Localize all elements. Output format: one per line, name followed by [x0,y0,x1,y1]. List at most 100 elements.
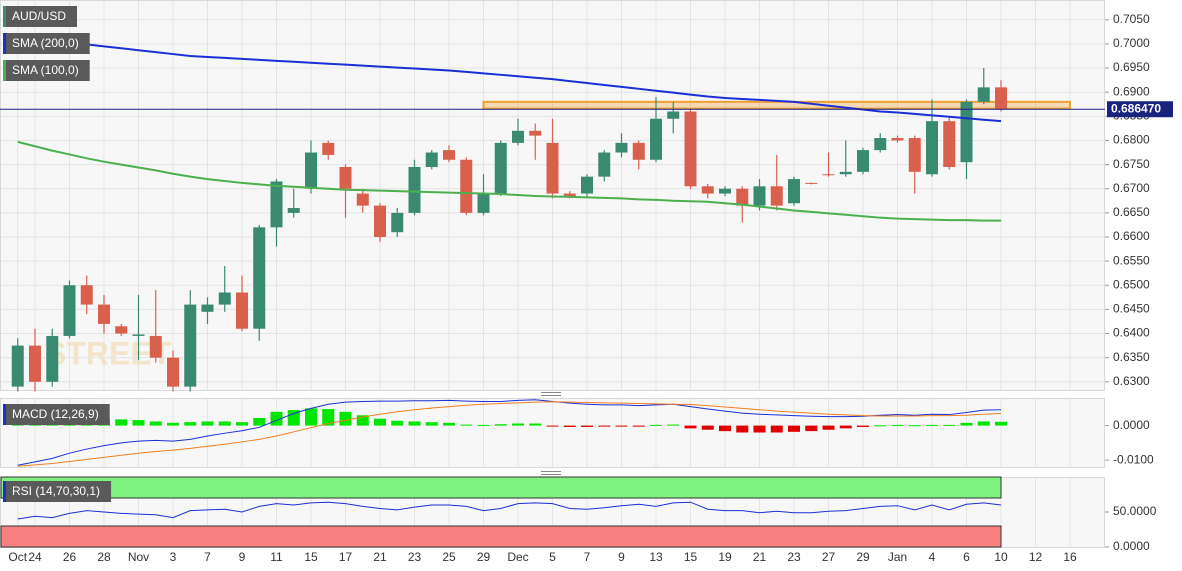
macd-bar [701,425,714,430]
macd-bar [581,425,593,427]
resistance-zone [482,100,1071,110]
macd-bar [443,422,455,426]
candle-body [719,188,731,194]
x-tick-label: 15 [684,550,698,564]
macd-bar [822,425,835,430]
rsi-lower-band [0,525,1002,548]
macd-bar [218,421,231,426]
candle-body [63,285,76,336]
macd-bar [667,424,680,426]
macd-bar [805,425,818,432]
macd-bar [684,425,697,429]
candle-body [374,205,386,237]
y-tick-label: 0.6400 [1113,326,1150,340]
x-tick-label: Oct [8,550,27,564]
y-tick-label: 0.6750 [1113,157,1150,171]
y-tick-label: 0.6350 [1113,350,1150,364]
candle-body [132,334,145,336]
x-tick-label: 4 [929,550,936,564]
macd-line [17,401,1002,467]
candle-body [80,285,93,305]
x-tick-label: 7 [204,550,211,564]
pane-handle[interactable] [541,392,561,396]
candle-body [184,304,197,387]
current-price-box [1107,101,1173,118]
legend-label: MACD (12,26,9) [12,407,99,421]
candle-body [770,186,783,206]
candle-body [788,179,800,204]
x-tick-label: 11 [270,550,283,564]
candle-body [29,345,41,382]
y-tick-label: 0.7050 [1113,12,1150,26]
candle-body [339,167,352,189]
y-tick-label: 0.6300 [1113,374,1150,388]
macd-bar [322,409,335,426]
x-tick-label: 21 [373,550,387,564]
macd-bar [839,425,852,429]
macd-bar [943,424,956,426]
x-tick-label: 9 [618,550,625,564]
candle-body [408,167,421,213]
candle-body [460,159,473,213]
candle-body [218,292,231,305]
x-tick-label: 13 [649,550,663,564]
y-tick-label: 0.6950 [1113,60,1150,74]
candle-body [563,193,576,196]
x-tick-label: 16 [1063,550,1077,564]
candle-body [167,357,179,387]
legend-item: AUD/USD [3,6,78,27]
macd-bar [736,425,749,433]
macd-bar [287,410,300,426]
macd-bar [874,425,887,427]
y-tick-label: 0.6550 [1113,253,1150,267]
legend-box [3,6,78,27]
x-tick-label: 23 [408,550,422,564]
macd-bar [615,425,628,427]
legend-box [3,33,90,54]
x-tick-label: 10 [994,550,1008,564]
x-tick-label: 25 [442,550,456,564]
candle-body [149,335,162,358]
x-tick-label: 28 [97,550,111,564]
macd-bar [995,421,1007,426]
candle-body [839,171,852,175]
macd-bar [788,425,800,432]
candle-body [512,130,524,143]
legend-label: SMA (200,0) [12,36,79,50]
y-tick-label: 0.0000 [1113,539,1150,553]
x-tick-label: 27 [822,550,836,564]
macd-bar [305,408,317,426]
x-tick-label: 7 [584,550,591,564]
candle-body [201,304,214,312]
candle-body [287,208,300,213]
macd-bar [253,418,266,426]
candle-body [477,193,490,213]
candle-body [546,142,559,194]
macd-bar [460,424,473,426]
candle-body [270,181,283,228]
x-tick-label: 23 [787,550,801,564]
candle-body [805,182,818,184]
y-tick-label: 0.6800 [1113,133,1150,147]
macd-bar [770,425,783,433]
rsi-line [17,501,1002,520]
x-tick-label: 3 [170,550,177,564]
legend-box [3,404,110,425]
legend-swatch [3,404,6,425]
legend-item: MACD (12,26,9) [3,404,110,425]
candle-body [977,87,990,102]
candle-body [11,345,24,387]
candle-body [98,304,110,324]
pane-handle[interactable] [541,471,561,475]
macd-bar [356,415,369,426]
x-tick-label: Jan [888,550,907,564]
x-tick-label: 26 [63,550,77,564]
candle-body [943,121,956,168]
y-tick-label: 50.0000 [1113,504,1157,518]
y-tick-label: 0.7000 [1113,36,1150,50]
x-tick-label: 17 [339,550,353,564]
candle-body [425,152,438,168]
macd-bar [339,411,352,426]
macd-bar [926,424,938,426]
